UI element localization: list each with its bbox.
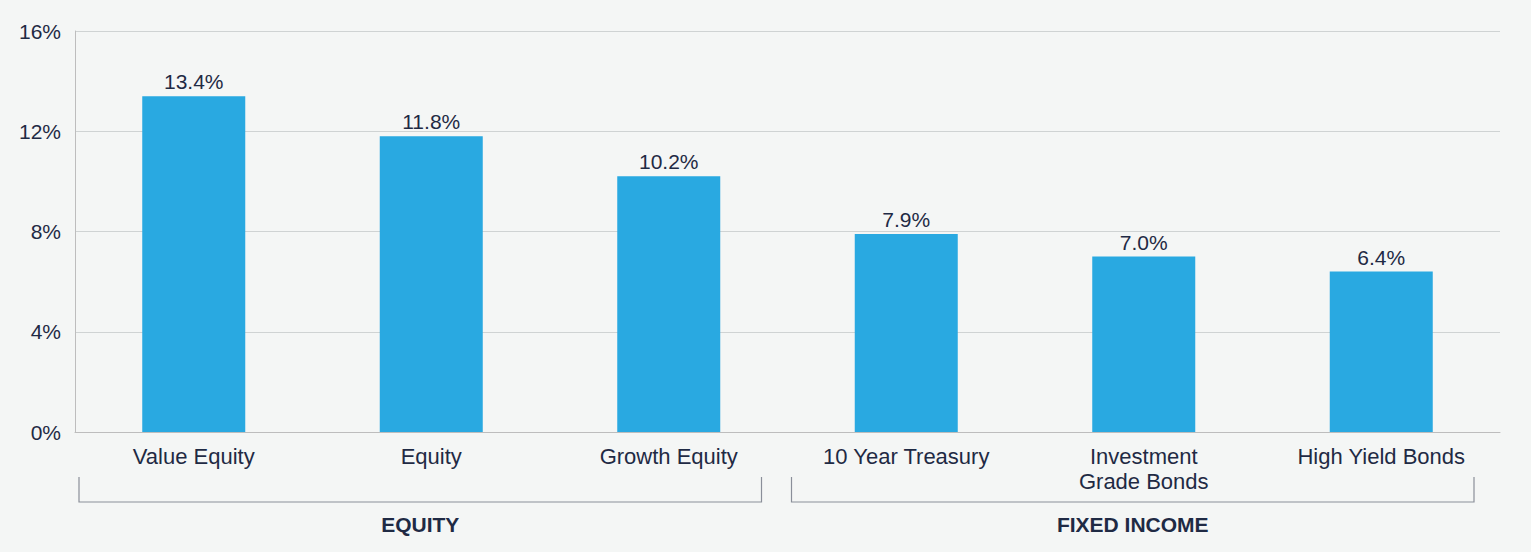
svg-text:FIXED INCOME: FIXED INCOME [1057,513,1209,536]
svg-text:EQUITY: EQUITY [381,513,459,536]
svg-text:7.0%: 7.0% [1120,231,1168,254]
svg-text:0%: 0% [31,421,61,444]
svg-text:11.8%: 11.8% [402,110,460,133]
svg-text:High Yield Bonds: High Yield Bonds [1297,444,1465,469]
svg-text:4%: 4% [31,320,61,343]
svg-text:Equity: Equity [401,444,462,469]
svg-text:10.2%: 10.2% [639,150,699,173]
svg-text:Grade Bonds: Grade Bonds [1079,469,1209,494]
svg-text:16%: 16% [19,20,61,43]
svg-text:10 Year Treasury: 10 Year Treasury [823,444,989,469]
svg-text:Value Equity: Value Equity [133,444,255,469]
svg-text:8%: 8% [31,220,61,243]
svg-text:Growth Equity: Growth Equity [600,444,738,469]
svg-text:7.9%: 7.9% [882,208,930,231]
svg-text:6.4%: 6.4% [1357,246,1405,269]
svg-text:12%: 12% [19,120,61,143]
svg-text:Investment: Investment [1090,444,1198,469]
svg-text:13.4%: 13.4% [164,70,224,93]
